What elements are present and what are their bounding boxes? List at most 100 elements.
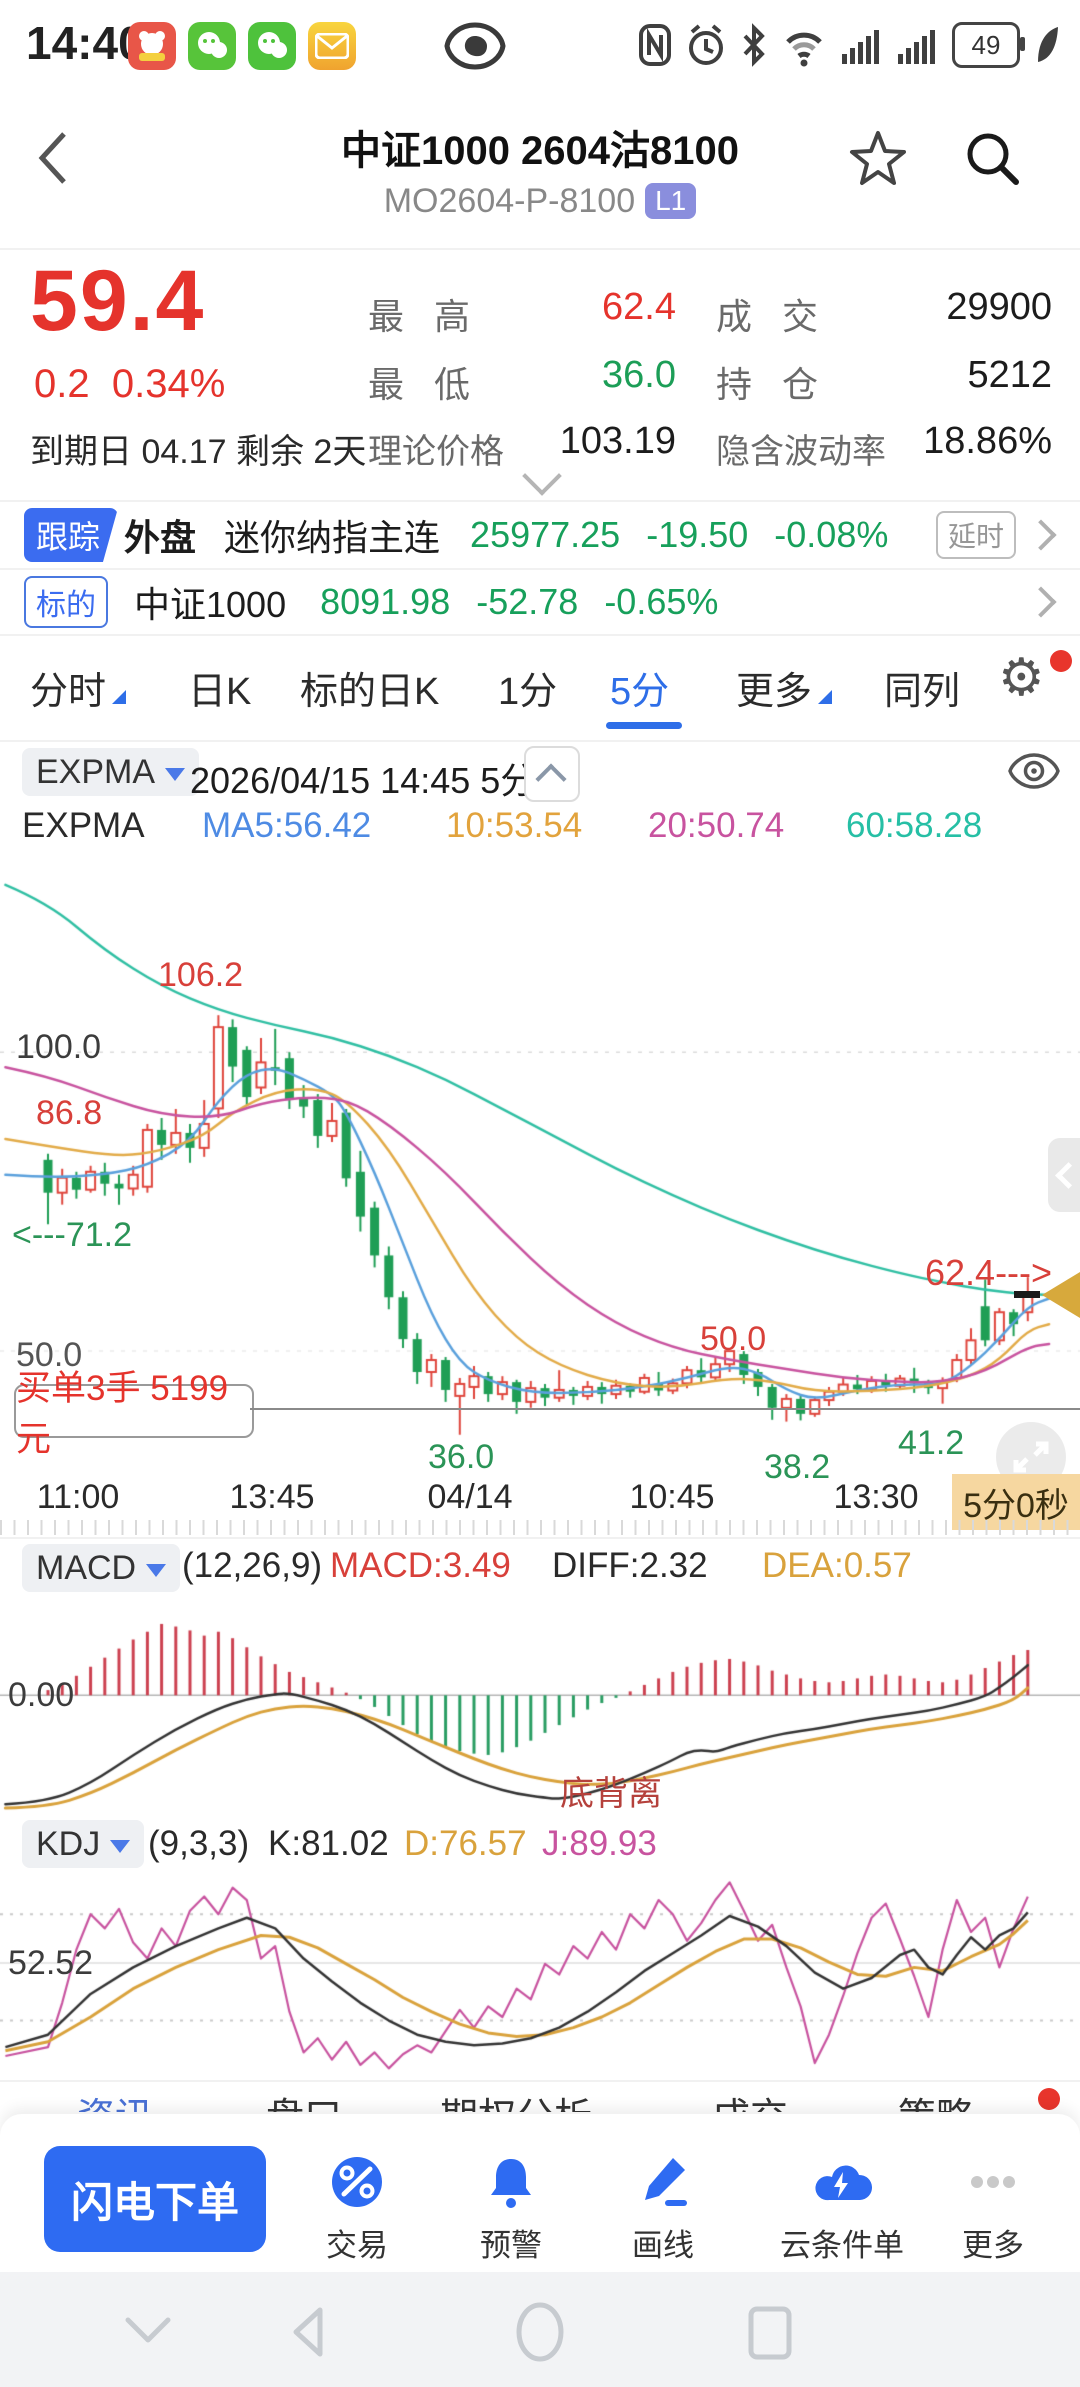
track-name: 迷你纳指主连 — [224, 517, 441, 558]
flash-order-button[interactable]: 闪电下单 — [44, 2146, 266, 2252]
x-tick-label: 11:00 — [36, 1478, 120, 1516]
tab-news[interactable]: 资讯 — [77, 2086, 153, 2112]
track-change-pct: -0.08% — [774, 514, 889, 555]
nav-back-icon[interactable] — [286, 2304, 330, 2360]
expma-ma20: 20:50.74 — [648, 806, 785, 845]
stat-label-high: 最 高 — [368, 296, 481, 337]
notification-dot — [1050, 650, 1072, 672]
contract-code: MO2604-P-8100 L1 — [0, 182, 1080, 221]
stat-value-high: 62.4 — [602, 286, 676, 328]
axis-tick-strip — [0, 1520, 1080, 1535]
gear-icon[interactable]: ⚙ — [998, 649, 1045, 707]
notification-dot — [1038, 2088, 1060, 2110]
clock-time: 14:40 — [26, 17, 144, 69]
tab-option-analysis[interactable]: 期权分析 — [440, 2086, 592, 2112]
kdj-selector[interactable]: KDJ — [22, 1820, 145, 1868]
chevron-up-icon — [535, 763, 567, 795]
toolbar-more[interactable]: 更多 — [918, 2154, 1068, 2265]
kdj-params: (9,3,3) — [148, 1824, 250, 1863]
toolbar-trade[interactable]: 交易 — [282, 2154, 432, 2265]
tab-trades[interactable]: 成交 — [712, 2086, 788, 2112]
gridline-50-label: 50.0 — [16, 1336, 83, 1374]
macd-selector[interactable]: MACD — [22, 1544, 181, 1592]
watch-eye-icon[interactable] — [1008, 752, 1060, 792]
divergence-annotation: 底背离 — [560, 1775, 662, 1813]
underlying-row[interactable]: 标的 中证1000 8091.98 -52.78 -0.65% — [0, 572, 1080, 632]
delayed-badge: 延时 — [935, 511, 1016, 559]
underlying-change: -52.78 — [476, 581, 579, 622]
mail-icon — [308, 22, 356, 70]
search-icon[interactable] — [962, 128, 1024, 190]
indicator-selector[interactable]: EXPMA — [22, 748, 200, 796]
app-notification-icon-red — [128, 22, 176, 70]
collapse-panel-button[interactable] — [524, 746, 580, 802]
tab-underlying-daily[interactable]: 标的日K — [300, 671, 440, 713]
x-tick-label: 13:45 — [229, 1478, 315, 1516]
toolbar-cloud-order[interactable]: 云条件单 — [752, 2154, 932, 2265]
tracked-market-row[interactable]: 跟踪 外盘 迷你纳指主连 25977.25 -19.50 -0.08% 延时 — [0, 504, 1080, 566]
bottom-toolbar: 闪电下单 交易 预警 画线 云条件单 更多 — [0, 2114, 1080, 2272]
wechat-icon-2 — [248, 22, 296, 70]
toolbar-alert[interactable]: 预警 — [436, 2154, 586, 2265]
chart-datetime: 2026/04/15 14:45 5分 — [190, 760, 537, 801]
draw-line-pencil-icon — [645, 2158, 687, 2206]
wechat-icon — [188, 22, 236, 70]
low-36-label: 36.0 — [428, 1438, 495, 1476]
order-price-line — [250, 1408, 1080, 1410]
underlying-badge: 标的 — [24, 576, 108, 628]
kdj-k-value: K:81.02 — [268, 1824, 389, 1863]
x-tick-label: 10:45 — [629, 1478, 715, 1516]
macd-chart-canvas[interactable] — [0, 1598, 1080, 1812]
toolbar-draw-line[interactable]: 画线 — [588, 2154, 738, 2265]
nfc-icon — [639, 24, 671, 66]
buy-order-badge[interactable]: 买单3手 5199元 — [14, 1369, 254, 1459]
dea-value: DEA:0.57 — [762, 1546, 912, 1585]
tab-daily-k[interactable]: 日K — [188, 671, 252, 713]
page-title: 中证1000 2604沽8100 — [340, 129, 740, 173]
bottom-tab-row-clipped: 资讯 盘口 期权分析 成交 策略 — [0, 2086, 1080, 2112]
back-icon[interactable] — [34, 128, 70, 188]
eye-protection-icon — [444, 22, 506, 70]
underlying-change-pct: -0.65% — [604, 581, 719, 622]
tab-more[interactable]: 更多 — [736, 671, 813, 713]
left-edge-price-label: <---71.2 — [12, 1216, 132, 1254]
nav-home-icon[interactable] — [514, 2302, 566, 2362]
kdj-chart-canvas[interactable] — [0, 1874, 1080, 2076]
hide-nav-chevron-icon[interactable] — [122, 2314, 174, 2346]
signal-bars-icon-1 — [842, 30, 879, 64]
tab-1min[interactable]: 1分 — [498, 671, 558, 713]
low-41-2-label: 41.2 — [898, 1424, 965, 1462]
macd-value: MACD:3.49 — [330, 1546, 511, 1585]
tab-time-share[interactable]: 分时 — [30, 671, 107, 713]
cloud-order-icon — [815, 2165, 872, 2201]
battery-percent: 49 — [971, 29, 1001, 60]
dropdown-triangle-icon — [112, 690, 126, 704]
nav-recents-icon[interactable] — [746, 2304, 794, 2362]
candlestick-chart-canvas[interactable] — [0, 855, 1080, 1473]
signal-bars-icon-2 — [898, 30, 935, 64]
track-change: -19.50 — [646, 514, 749, 555]
iv-value: 18.86% — [923, 420, 1052, 462]
expma-ma10: 10:53.54 — [446, 806, 583, 845]
x-tick-label: 04/14 — [427, 1478, 513, 1516]
tab-order-book[interactable]: 盘口 — [266, 2086, 342, 2112]
side-panel-handle[interactable] — [1048, 1138, 1080, 1212]
tab-strategy[interactable]: 策略 — [898, 2086, 974, 2112]
low-38-2-label: 38.2 — [764, 1448, 831, 1486]
favorite-star-icon[interactable] — [848, 128, 908, 188]
tab-5min[interactable]: 5分 — [610, 671, 670, 713]
underlying-name: 中证1000 — [134, 584, 287, 625]
level-badge: L1 — [645, 183, 697, 219]
stat-label-low: 最 低 — [368, 364, 481, 405]
trade-icon — [332, 2157, 382, 2207]
last-price-tick — [1014, 1291, 1040, 1298]
kdj-mid-label: 52.52 — [8, 1944, 94, 1982]
tab-same-column[interactable]: 同列 — [884, 671, 961, 713]
label-86-8: 86.8 — [36, 1094, 103, 1132]
last-price: 59.4 — [30, 253, 206, 349]
chevron-down-icon — [146, 1563, 167, 1577]
diff-value: DIFF:2.32 — [552, 1546, 708, 1585]
x-tick-label: 13:30 — [833, 1478, 919, 1516]
expma-ma60: 60:58.28 — [846, 806, 983, 845]
